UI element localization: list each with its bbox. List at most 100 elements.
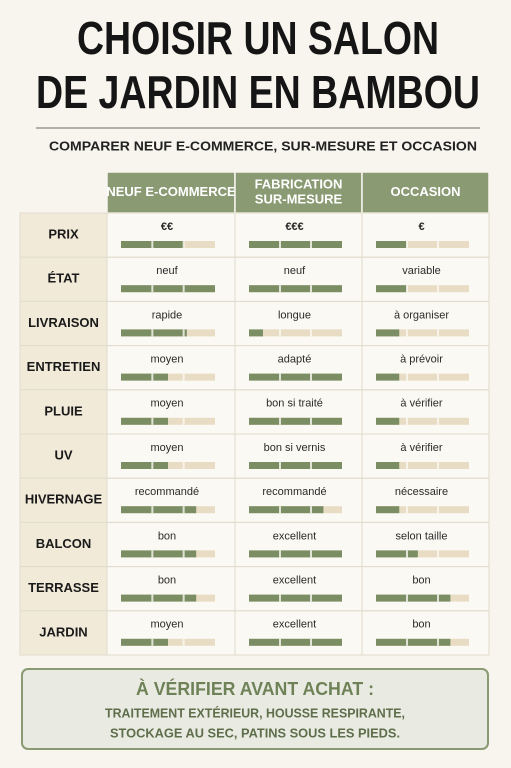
- row-label-cell: [19, 212, 108, 258]
- page-title: DE JARDIN EN BAMBOU: [36, 66, 480, 118]
- cell-text: excellent: [273, 530, 316, 542]
- rating-track: [249, 329, 342, 337]
- cell-text: bon si traité: [266, 398, 323, 410]
- row-label-cell: [19, 256, 108, 302]
- row-label-cell: [19, 345, 108, 391]
- segment-gap: [406, 417, 408, 425]
- rating-track: [376, 506, 469, 514]
- rating-bar: [376, 417, 400, 425]
- row-label: ENTRETIEN: [27, 359, 101, 374]
- segment-gap: [310, 594, 312, 602]
- segment-gap: [310, 373, 312, 381]
- segment-gap: [182, 373, 185, 381]
- segment-gap: [279, 329, 281, 337]
- segment-gap: [151, 506, 154, 514]
- segment-gap: [279, 550, 281, 558]
- cell-text: moyen: [150, 442, 183, 454]
- segment-gap: [437, 594, 439, 602]
- segment-gap: [151, 417, 154, 425]
- segment-gap: [182, 329, 185, 337]
- segment-gap: [182, 285, 185, 293]
- segment-gap: [151, 373, 154, 381]
- segment-gap: [182, 417, 185, 425]
- cell-text: bon: [158, 575, 176, 587]
- segment-gap: [406, 241, 408, 248]
- rating-bar: [376, 241, 407, 248]
- segment-gap: [310, 417, 312, 425]
- cell-text: bon si vernis: [264, 442, 326, 454]
- page-title: CHOISIR UN SALON: [77, 12, 439, 64]
- cell-text: moyen: [150, 354, 183, 366]
- segment-gap: [182, 462, 185, 469]
- cell-text: recommandé: [262, 486, 326, 498]
- row-label: HIVERNAGE: [25, 492, 103, 507]
- segment-gap: [437, 329, 439, 337]
- rating-bar: [121, 417, 168, 425]
- segment-gap: [437, 241, 439, 248]
- cell-text: adapté: [278, 354, 312, 366]
- segment-gap: [406, 462, 408, 469]
- segment-gap: [151, 594, 154, 602]
- segment-gap: [182, 594, 185, 602]
- cell-text: €: [418, 221, 424, 233]
- segment-gap: [279, 462, 281, 469]
- row-label: UV: [54, 448, 72, 463]
- rating-track: [376, 285, 469, 293]
- segment-gap: [406, 638, 408, 646]
- column-header-label: OCCASION: [390, 184, 460, 199]
- row-label-cell: [19, 477, 108, 523]
- segment-gap: [151, 241, 154, 248]
- segment-gap: [151, 550, 154, 558]
- rating-bar: [121, 594, 197, 602]
- rating-bar: [249, 373, 342, 381]
- segment-gap: [279, 241, 281, 248]
- rating-bar: [249, 285, 342, 293]
- segment-gap: [151, 638, 154, 646]
- segment-gap: [310, 506, 312, 514]
- rating-bar: [376, 373, 400, 381]
- rating-bar: [376, 506, 400, 514]
- note-line: TRAITEMENT EXTÉRIEUR, HOUSSE RESPIRANTE,: [105, 705, 405, 720]
- segment-gap: [406, 594, 408, 602]
- column-header: [361, 171, 490, 214]
- segment-gap: [437, 462, 439, 469]
- rating-track: [376, 329, 469, 337]
- segment-gap: [406, 373, 408, 381]
- rating-bar: [376, 594, 451, 602]
- segment-gap: [437, 417, 439, 425]
- rating-track: [376, 550, 469, 558]
- row-label: PLUIE: [44, 403, 83, 418]
- cell-text: moyen: [150, 398, 183, 410]
- segment-gap: [279, 506, 281, 514]
- segment-gap: [310, 462, 312, 469]
- cell-text: bon: [412, 619, 430, 631]
- cell-text: recommandé: [135, 486, 199, 498]
- rating-bar: [121, 506, 197, 514]
- rating-bar: [121, 462, 168, 469]
- note-line: STOCKAGE AU SEC, PATINS SOUS LES PIEDS.: [110, 725, 400, 740]
- rating-track: [376, 462, 469, 469]
- cell: [361, 610, 490, 656]
- rating-bar: [376, 550, 418, 558]
- rating-track: [376, 241, 469, 248]
- cell-text: neuf: [284, 265, 306, 277]
- cell-text: rapide: [152, 309, 183, 321]
- segment-gap: [437, 550, 439, 558]
- rating-bar: [249, 241, 342, 248]
- rating-bar: [249, 462, 342, 469]
- cell-text: à prévoir: [400, 354, 443, 366]
- cell-text: à vérifier: [400, 398, 443, 410]
- rating-bar: [121, 329, 187, 337]
- segment-gap: [182, 241, 185, 248]
- cell-text: moyen: [150, 619, 183, 631]
- rating-bar: [121, 550, 197, 558]
- segment-gap: [182, 638, 185, 646]
- rating-bar: [121, 285, 215, 293]
- note-title: À VÉRIFIER AVANT ACHAT :: [136, 678, 374, 699]
- rating-bar: [376, 462, 400, 469]
- rating-bar: [376, 638, 451, 646]
- segment-gap: [406, 550, 408, 558]
- row-label: LIVRAISON: [28, 315, 99, 330]
- segment-gap: [151, 329, 154, 337]
